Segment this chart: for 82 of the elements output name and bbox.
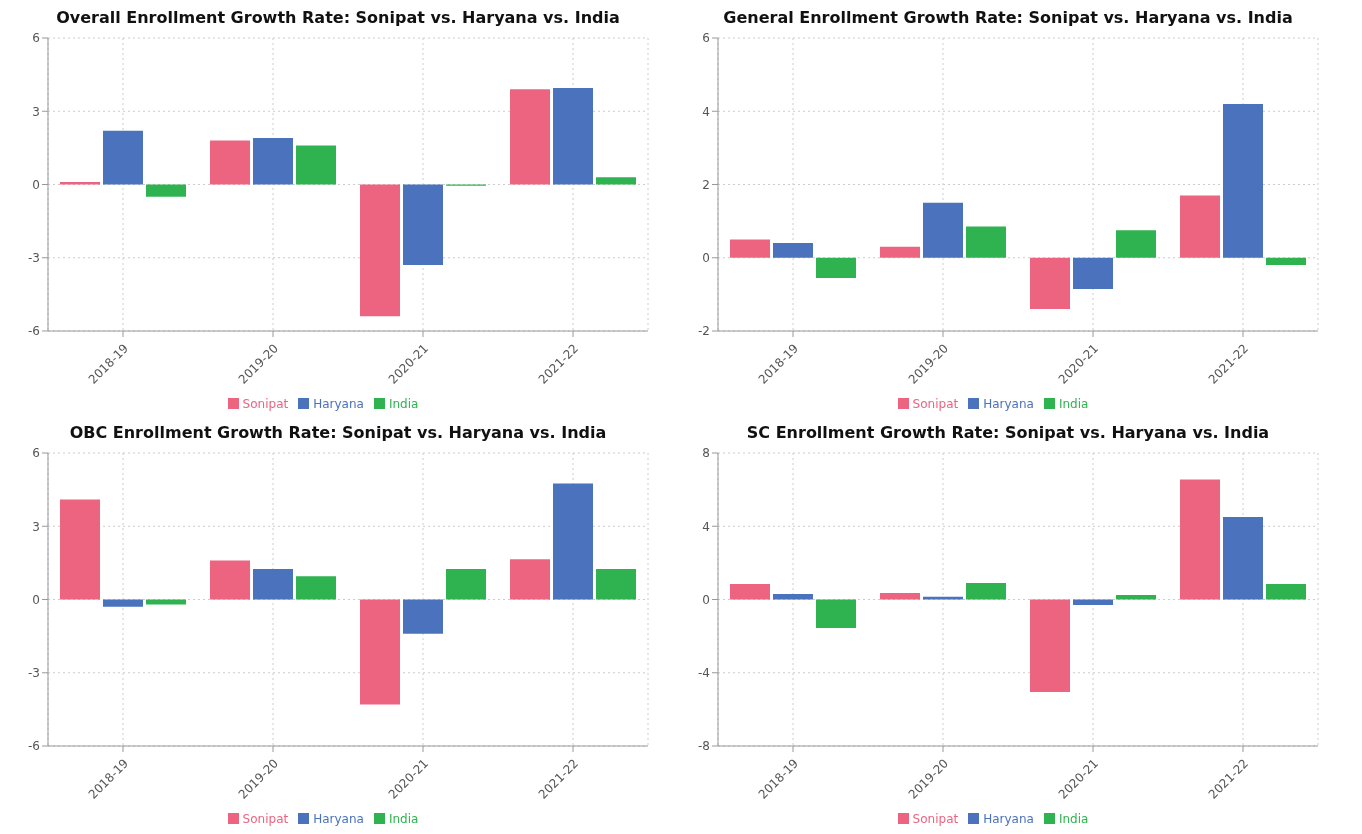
chart-title: General Enrollment Growth Rate: Sonipat vs. Haryana vs. India bbox=[722, 8, 1294, 29]
y-tick-label: 3 bbox=[32, 104, 40, 119]
bar bbox=[510, 559, 550, 600]
legend-label: Sonipat bbox=[912, 812, 959, 826]
y-tick-label: 0 bbox=[702, 592, 710, 607]
bar bbox=[1073, 257, 1113, 289]
bar bbox=[60, 182, 100, 185]
bar bbox=[730, 583, 770, 600]
bar bbox=[596, 177, 636, 185]
y-tick-label: 0 bbox=[702, 251, 710, 266]
y-tick-label: 4 bbox=[702, 104, 710, 119]
y-tick-label: 8 bbox=[702, 446, 710, 461]
legend-label: India bbox=[1058, 812, 1089, 826]
y-tick-label: 6 bbox=[32, 31, 40, 46]
bar bbox=[1030, 257, 1070, 310]
bar bbox=[923, 596, 963, 600]
bar bbox=[816, 257, 856, 278]
legend-label: India bbox=[1058, 397, 1089, 411]
bar bbox=[1223, 103, 1263, 258]
bar bbox=[966, 583, 1006, 600]
bar bbox=[1223, 517, 1263, 600]
legend-label: India bbox=[388, 397, 419, 411]
bar bbox=[1266, 583, 1306, 600]
bar bbox=[403, 184, 443, 266]
bar bbox=[880, 246, 920, 258]
legend-label: Sonipat bbox=[912, 397, 959, 411]
bar bbox=[1180, 195, 1220, 258]
bar bbox=[553, 483, 593, 600]
y-tick-label: 0 bbox=[32, 177, 40, 192]
bar bbox=[773, 243, 813, 258]
bar bbox=[296, 145, 336, 185]
legend-label: India bbox=[388, 812, 419, 826]
chart-title: Overall Enrollment Growth Rate: Sonipat vs. Haryana vs. India bbox=[55, 8, 621, 29]
legend-label: Haryana bbox=[313, 812, 364, 826]
legend-label: Sonipat bbox=[242, 812, 289, 826]
legend-label: Haryana bbox=[983, 397, 1034, 411]
y-tick-label: -4 bbox=[698, 666, 710, 681]
bar bbox=[1073, 599, 1113, 605]
bar bbox=[816, 599, 856, 628]
bar bbox=[296, 576, 336, 600]
y-tick-label: -6 bbox=[28, 739, 40, 754]
y-tick-label: -3 bbox=[28, 251, 40, 266]
y-tick-label: 6 bbox=[702, 31, 710, 46]
bar bbox=[60, 499, 100, 600]
chart-title: OBC Enrollment Growth Rate: Sonipat vs. Haryana vs. India bbox=[68, 423, 608, 444]
legend-label: Haryana bbox=[983, 812, 1034, 826]
bar bbox=[1266, 257, 1306, 266]
y-tick-label: 0 bbox=[32, 592, 40, 607]
bar bbox=[103, 130, 143, 185]
bar bbox=[1116, 230, 1156, 258]
bar bbox=[596, 568, 636, 600]
legend-label: Sonipat bbox=[242, 397, 289, 411]
bar bbox=[553, 88, 593, 185]
bar bbox=[1030, 599, 1070, 692]
bar bbox=[210, 560, 250, 600]
bar bbox=[923, 202, 963, 258]
bar bbox=[730, 239, 770, 258]
bar bbox=[146, 184, 186, 197]
bar bbox=[446, 568, 486, 600]
y-tick-label: 6 bbox=[32, 446, 40, 461]
y-tick-label: -2 bbox=[698, 324, 710, 339]
y-tick-label: -3 bbox=[28, 666, 40, 681]
bar bbox=[510, 89, 550, 185]
bar bbox=[103, 599, 143, 607]
y-tick-label: 3 bbox=[32, 519, 40, 534]
y-tick-label: -6 bbox=[28, 324, 40, 339]
bar bbox=[360, 184, 400, 317]
y-tick-label: 4 bbox=[702, 519, 710, 534]
y-tick-label: -8 bbox=[698, 739, 710, 754]
y-tick-label: 2 bbox=[702, 177, 710, 192]
legend-label: Haryana bbox=[313, 397, 364, 411]
bar bbox=[1116, 594, 1156, 600]
bar bbox=[360, 599, 400, 705]
bar bbox=[773, 594, 813, 600]
bar bbox=[210, 140, 250, 185]
bar bbox=[880, 593, 920, 600]
bar bbox=[966, 226, 1006, 258]
bar bbox=[253, 568, 293, 600]
chart-title: SC Enrollment Growth Rate: Sonipat vs. Haryana vs. India bbox=[745, 423, 1271, 444]
bar bbox=[253, 138, 293, 185]
bar bbox=[1180, 479, 1220, 600]
bar bbox=[403, 599, 443, 634]
